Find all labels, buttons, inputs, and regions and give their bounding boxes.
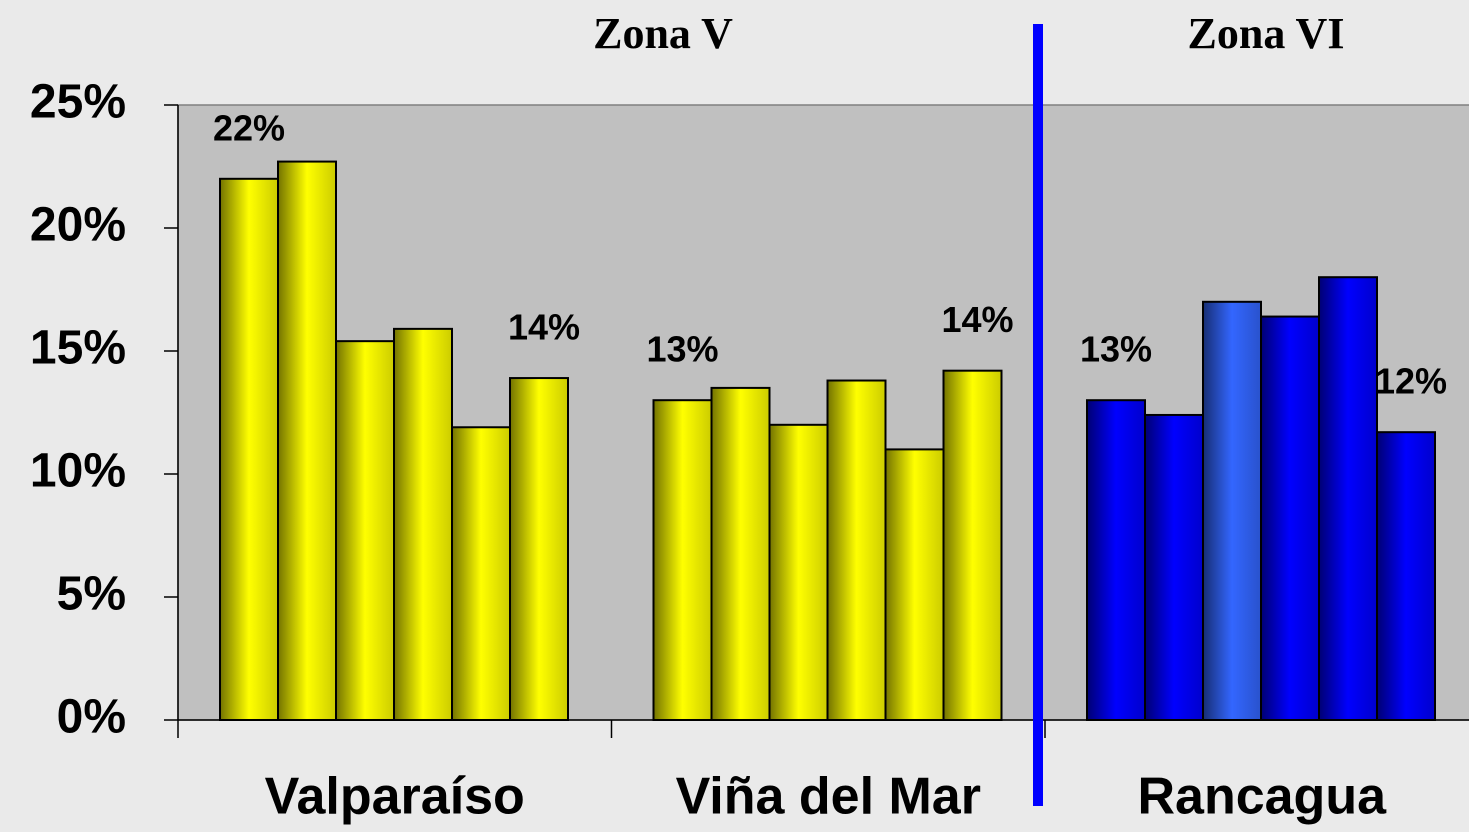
data-label: 12% bbox=[1375, 361, 1447, 402]
y-tick-label: 20% bbox=[30, 199, 126, 252]
data-label: 13% bbox=[1080, 329, 1152, 370]
bar bbox=[884, 448, 945, 721]
data-label: 22% bbox=[213, 107, 285, 148]
bar bbox=[710, 386, 771, 721]
x-tick-label: Viña del Mar bbox=[676, 768, 981, 826]
bar bbox=[219, 177, 279, 722]
bar bbox=[652, 399, 713, 721]
x-tick-label: Valparaíso bbox=[265, 768, 525, 826]
bar bbox=[1202, 300, 1262, 721]
bar bbox=[1260, 315, 1320, 721]
y-tick-label: 10% bbox=[30, 445, 126, 498]
y-tick-label: 25% bbox=[30, 76, 126, 129]
bar bbox=[393, 327, 453, 721]
bar bbox=[826, 379, 887, 721]
bar bbox=[942, 369, 1003, 721]
bar bbox=[451, 426, 511, 721]
y-tick-label: 5% bbox=[57, 568, 126, 621]
bar bbox=[1318, 276, 1378, 721]
bar bbox=[1144, 413, 1204, 721]
bar bbox=[768, 423, 829, 721]
y-tick-label: 0% bbox=[57, 691, 126, 744]
bar bbox=[277, 160, 337, 721]
x-tick-label: Rancagua bbox=[1137, 768, 1387, 826]
y-tick-label: 15% bbox=[30, 322, 126, 375]
bar bbox=[509, 377, 569, 721]
data-label: 14% bbox=[508, 307, 580, 348]
zone-label: Zona VI bbox=[1188, 9, 1345, 58]
bar bbox=[1086, 399, 1146, 721]
bar bbox=[335, 340, 395, 721]
data-label: 13% bbox=[646, 329, 718, 370]
zone-label: Zona V bbox=[593, 9, 733, 58]
bar bbox=[1376, 431, 1436, 721]
data-label: 14% bbox=[941, 299, 1013, 340]
